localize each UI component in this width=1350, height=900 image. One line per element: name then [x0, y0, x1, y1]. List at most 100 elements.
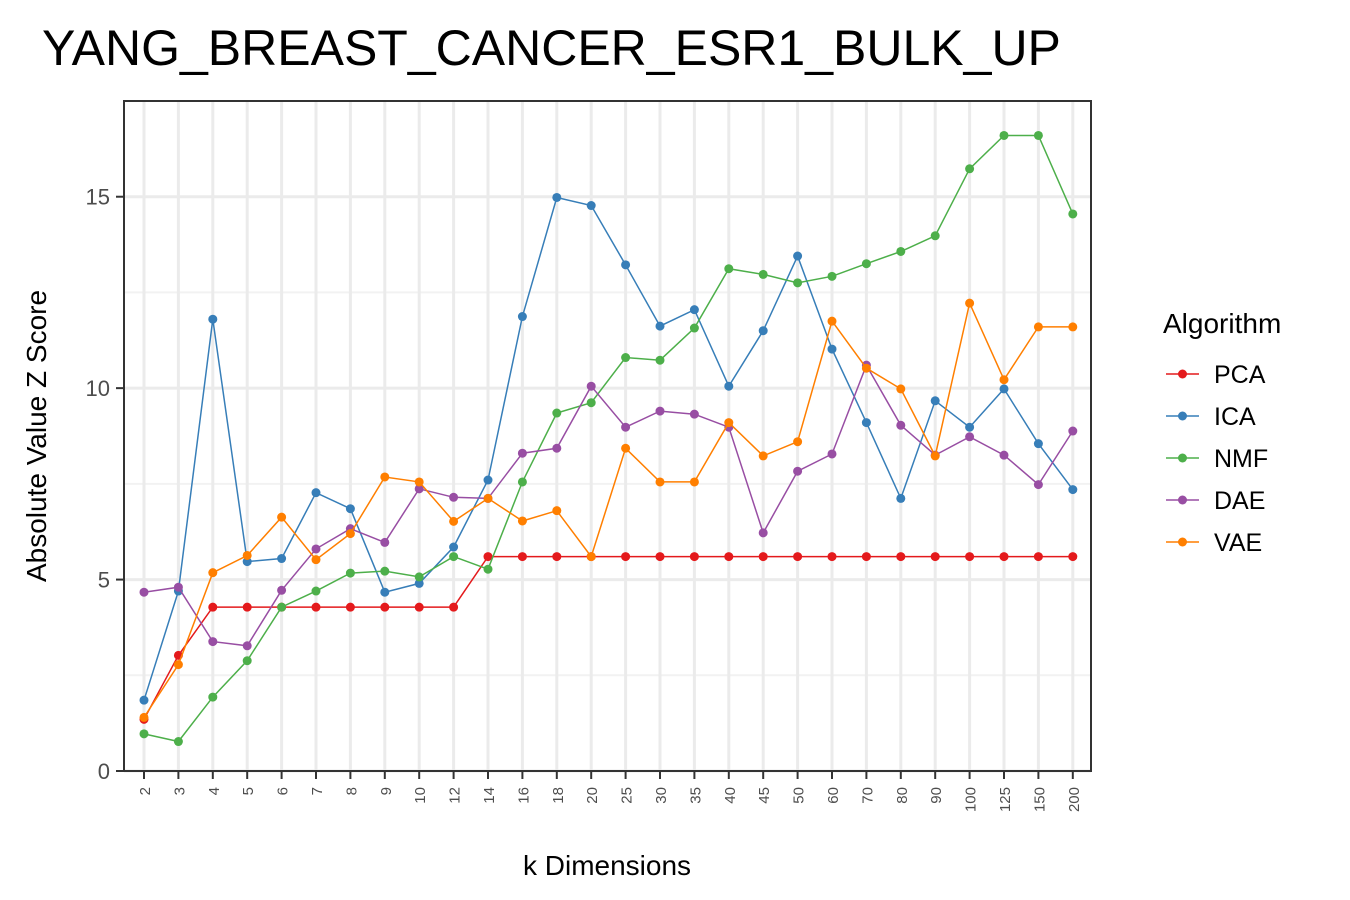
- x-tick-label: 60: [825, 787, 842, 804]
- legend-item-pca: PCA: [1166, 361, 1266, 389]
- data-point-pca: [517, 552, 527, 562]
- data-point-nmf: [1033, 130, 1043, 140]
- data-point-nmf: [483, 564, 493, 574]
- x-tick-label: 18: [550, 787, 567, 804]
- legend-label: DAE: [1214, 487, 1265, 515]
- data-point-vae: [586, 552, 596, 562]
- x-tick-label: 12: [447, 787, 464, 804]
- data-point-ica: [517, 312, 527, 322]
- data-point-dae: [414, 484, 424, 494]
- data-point-vae: [724, 418, 734, 428]
- data-point-vae: [689, 477, 699, 487]
- x-tick-label: 35: [687, 787, 704, 804]
- data-point-ica: [896, 493, 906, 503]
- legend-label: ICA: [1214, 403, 1256, 431]
- data-point-ica: [689, 305, 699, 315]
- data-point-ica: [793, 251, 803, 261]
- data-point-nmf: [414, 572, 424, 582]
- data-point-vae: [552, 506, 562, 516]
- data-point-nmf: [999, 130, 1009, 140]
- data-point-dae: [517, 448, 527, 458]
- series-line-ica: [143, 196, 1074, 701]
- data-point-ica: [930, 396, 940, 406]
- data-point-dae: [827, 449, 837, 459]
- legend-title: Algorithm: [1163, 308, 1281, 339]
- data-point-nmf: [621, 353, 631, 363]
- data-point-nmf: [586, 398, 596, 408]
- data-point-vae: [380, 472, 390, 482]
- legend-item-vae: VAE: [1166, 529, 1262, 557]
- data-point-dae: [793, 466, 803, 476]
- data-point-pca: [552, 552, 562, 562]
- data-point-ica: [345, 504, 355, 514]
- data-point-nmf: [173, 737, 183, 747]
- data-point-ica: [965, 422, 975, 432]
- x-tick-label: 30: [653, 787, 670, 804]
- data-point-vae: [1033, 322, 1043, 332]
- data-point-pca: [242, 602, 252, 612]
- x-tick-label: 7: [309, 787, 326, 795]
- legend-key-point: [1178, 411, 1187, 421]
- x-tick-label: 14: [481, 787, 498, 804]
- data-point-ica: [724, 381, 734, 391]
- legend-label: VAE: [1214, 529, 1262, 557]
- x-tick-label: 125: [997, 787, 1014, 812]
- y-tick-label: 0: [98, 759, 110, 784]
- data-point-vae: [311, 555, 321, 565]
- series-line-vae: [143, 300, 1073, 718]
- data-point-dae: [380, 537, 390, 547]
- data-point-pca: [208, 602, 218, 612]
- y-tick-label: 15: [86, 185, 110, 210]
- data-point-nmf: [724, 264, 734, 274]
- data-point-vae: [758, 451, 768, 461]
- legend-item-nmf: NMF: [1166, 445, 1268, 473]
- data-point-nmf: [449, 552, 459, 562]
- data-point-nmf: [1068, 209, 1078, 219]
- data-point-pca: [896, 552, 906, 562]
- data-point-dae: [208, 637, 218, 647]
- data-point-ica: [483, 475, 493, 485]
- data-point-vae: [655, 477, 665, 487]
- data-point-ica: [449, 542, 459, 552]
- data-point-dae: [552, 443, 562, 453]
- x-tick-label: 3: [171, 787, 188, 795]
- legend-label: NMF: [1214, 445, 1268, 473]
- x-tick-label: 40: [722, 787, 739, 804]
- data-point-nmf: [242, 656, 252, 666]
- y-tick-label: 10: [86, 376, 110, 401]
- data-point-pca: [1033, 552, 1043, 562]
- data-point-dae: [1068, 426, 1078, 436]
- data-point-dae: [277, 585, 287, 595]
- data-point-pca: [827, 552, 837, 562]
- grid-major: [124, 101, 1091, 773]
- series-vae: [139, 298, 1078, 722]
- data-point-nmf: [965, 164, 975, 174]
- data-point-pca: [758, 552, 768, 562]
- data-point-vae: [242, 550, 252, 560]
- series-layer: [139, 130, 1078, 747]
- data-point-pca: [689, 552, 699, 562]
- data-point-dae: [689, 409, 699, 419]
- data-point-pca: [449, 602, 459, 612]
- legend-item-ica: ICA: [1166, 403, 1256, 431]
- data-point-nmf: [311, 586, 321, 596]
- data-point-vae: [999, 375, 1009, 385]
- data-point-pca: [1068, 552, 1078, 562]
- legend-item-dae: DAE: [1166, 487, 1265, 515]
- data-point-ica: [758, 326, 768, 336]
- data-point-pca: [965, 552, 975, 562]
- x-tick-labels: 2 3 4 5 6 7 8 9 10 12 14 16 18 20 25 30 35 40 45 50 60 70 80 90…: [137, 787, 1083, 812]
- data-point-pca: [655, 552, 665, 562]
- panel-border: [123, 100, 1092, 772]
- data-point-ica: [208, 314, 218, 324]
- x-tick-label: 70: [859, 787, 876, 804]
- data-point-dae: [139, 587, 149, 597]
- data-point-pca: [621, 552, 631, 562]
- series-line-pca: [143, 555, 1073, 720]
- legend-key-point: [1178, 369, 1187, 379]
- data-point-vae: [345, 529, 355, 539]
- series-nmf: [139, 130, 1078, 747]
- series-line-dae: [143, 363, 1074, 647]
- data-point-pca: [930, 552, 940, 562]
